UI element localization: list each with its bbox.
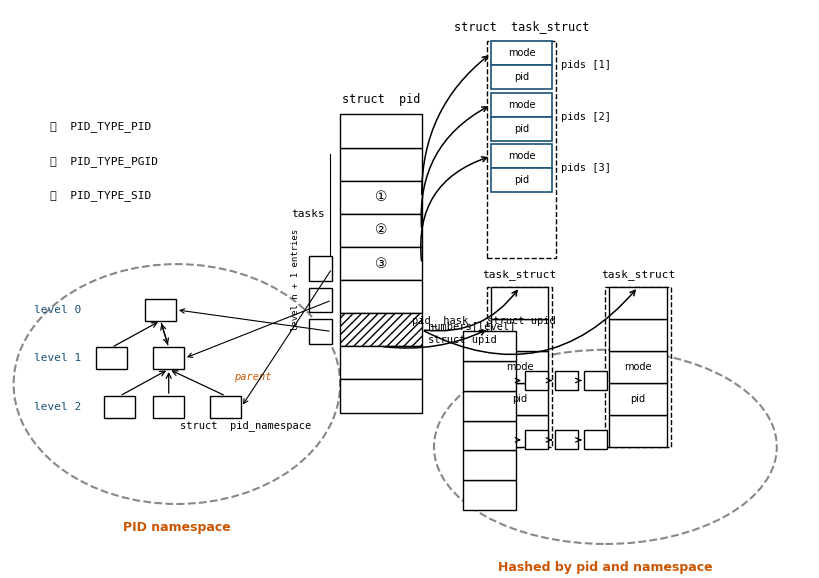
Text: pids [3]: pids [3] [561, 163, 611, 173]
Bar [609, 287, 667, 319]
Bar [340, 114, 422, 147]
Bar [96, 347, 127, 369]
Bar [491, 42, 552, 65]
Text: ③: ③ [374, 257, 387, 271]
Bar [340, 280, 422, 313]
Bar [491, 92, 552, 117]
Text: numbers[level]: numbers[level] [428, 321, 516, 331]
Bar [554, 371, 577, 390]
Text: struct upid: struct upid [428, 335, 497, 344]
Text: ③  PID_TYPE_SID: ③ PID_TYPE_SID [50, 190, 152, 201]
Bar [153, 396, 184, 418]
Text: parent: parent [234, 372, 272, 382]
Text: pid: pid [514, 175, 529, 185]
Bar [104, 396, 135, 418]
Bar [491, 351, 548, 383]
Text: task_struct: task_struct [601, 269, 675, 280]
Bar [145, 299, 176, 321]
Bar [491, 65, 552, 90]
Text: level 0: level 0 [34, 305, 81, 315]
Text: level 2: level 2 [34, 402, 81, 412]
Text: PID namespace: PID namespace [123, 521, 231, 534]
Text: pids [2]: pids [2] [561, 112, 611, 122]
Text: mode: mode [508, 151, 536, 161]
Bar [491, 144, 552, 168]
Text: struct  task_struct: struct task_struct [454, 20, 590, 33]
Bar [309, 288, 332, 313]
Bar [584, 431, 607, 449]
Bar [340, 346, 422, 380]
Bar [609, 351, 667, 383]
Bar [340, 147, 422, 181]
Bar [340, 181, 422, 214]
Text: pids [1]: pids [1] [561, 60, 611, 71]
Text: mode: mode [508, 49, 536, 58]
Text: pid: pid [514, 124, 529, 134]
Bar [605, 287, 671, 447]
Bar [487, 287, 552, 447]
Text: mode: mode [506, 362, 533, 372]
Bar [584, 371, 607, 390]
Bar [526, 371, 548, 390]
Text: ①  PID_TYPE_PID: ① PID_TYPE_PID [50, 121, 152, 132]
Bar [340, 247, 422, 280]
Bar [463, 332, 516, 361]
Text: level 1: level 1 [34, 353, 81, 364]
Bar [491, 415, 548, 447]
Bar [340, 214, 422, 247]
Bar [491, 383, 548, 415]
Text: level n + 1 entries: level n + 1 entries [291, 229, 300, 331]
Text: mode: mode [624, 362, 652, 372]
Bar [491, 319, 548, 351]
Text: tasks: tasks [292, 209, 325, 219]
Bar [491, 168, 552, 192]
Bar [487, 42, 556, 258]
Text: struct  pid: struct pid [342, 93, 420, 106]
Bar [609, 415, 667, 447]
Bar [309, 256, 332, 281]
Bar [463, 421, 516, 450]
Bar [463, 450, 516, 480]
Bar [609, 319, 667, 351]
Text: struct  pid_namespace: struct pid_namespace [180, 421, 311, 432]
Bar [554, 431, 577, 449]
Bar [153, 347, 184, 369]
Text: pid: pid [631, 394, 645, 404]
Text: ②  PID_TYPE_PGID: ② PID_TYPE_PGID [50, 156, 158, 167]
Text: task_struct: task_struct [482, 269, 557, 280]
Bar [463, 480, 516, 510]
Text: pid: pid [512, 394, 527, 404]
Text: Hashed by pid and namespace: Hashed by pid and namespace [498, 561, 713, 574]
Text: ①: ① [374, 190, 387, 204]
Text: ②: ② [374, 224, 387, 238]
Text: mode: mode [508, 100, 536, 110]
Text: pid: pid [514, 72, 529, 82]
Bar [609, 383, 667, 415]
Bar [210, 396, 242, 418]
Bar [309, 319, 332, 344]
Bar [491, 287, 548, 319]
Text: pid_ hask   struct upid: pid_ hask struct upid [412, 315, 555, 326]
Bar [491, 117, 552, 141]
Bar [463, 391, 516, 421]
Bar [463, 361, 516, 391]
Bar [340, 380, 422, 413]
Bar [340, 313, 422, 346]
Bar [526, 431, 548, 449]
